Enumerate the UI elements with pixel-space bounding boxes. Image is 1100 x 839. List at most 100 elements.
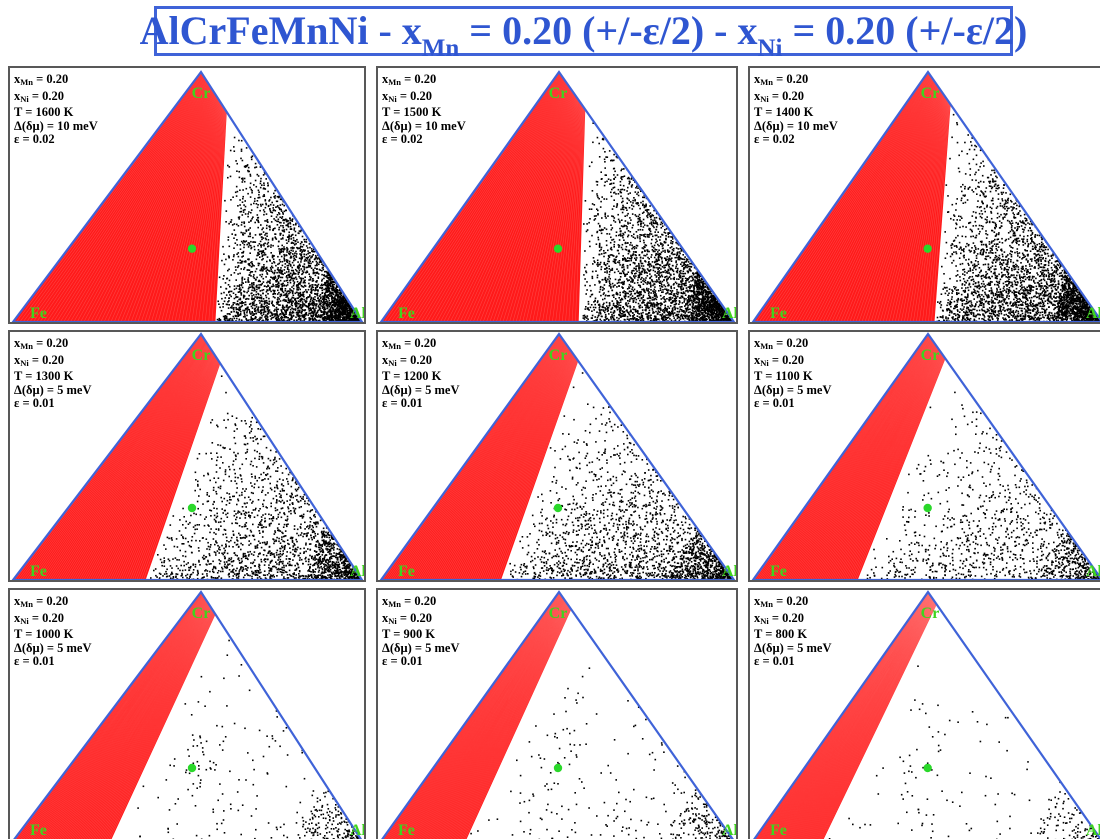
black-phase-points — [862, 391, 1100, 580]
corner-label-al: Al — [350, 563, 366, 580]
epsilon-label: ε = 0.01 — [14, 396, 55, 411]
corner-label-fe: Fe — [770, 822, 787, 839]
corner-label-al: Al — [1086, 563, 1100, 580]
ternary-plot — [11, 332, 364, 580]
red-phase-region — [13, 72, 227, 322]
corner-label-fe: Fe — [30, 563, 47, 580]
temperature-label: T = 1000 K — [14, 627, 74, 642]
ternary-plot — [751, 332, 1100, 580]
temperature-label: T = 900 K — [382, 627, 436, 642]
composition-point — [923, 503, 932, 513]
corner-label-cr: Cr — [548, 347, 568, 364]
composition-point — [187, 763, 197, 773]
ternary-panel-1000k: xMn = 0.20 xNi = 0.20 T = 1000 K Δ(δμ) =… — [8, 588, 366, 839]
chem-potential-label: Δ(δμ) = 5 meV — [754, 640, 832, 655]
panel-parameters: xMn = 0.20 xNi = 0.20 T = 1100 K Δ(δμ) =… — [754, 336, 832, 411]
panel-parameters: xMn = 0.20 xNi = 0.20 T = 1600 K Δ(δμ) =… — [14, 72, 98, 147]
black-phase-points — [470, 667, 733, 839]
panel-parameters: xMn = 0.20 xNi = 0.20 T = 1300 K Δ(δμ) =… — [14, 336, 92, 411]
temperature-label: T = 1500 K — [382, 105, 442, 120]
red-phase-region — [381, 72, 586, 322]
corner-label-fe: Fe — [30, 305, 47, 322]
black-phase-points — [216, 133, 362, 322]
epsilon-label: ε = 0.01 — [754, 654, 795, 669]
corner-label-cr: Cr — [191, 347, 211, 364]
panel-parameters: xMn = 0.20 xNi = 0.20 T = 1000 K Δ(δμ) =… — [14, 594, 92, 669]
black-phase-points — [508, 372, 734, 580]
composition-point — [923, 763, 932, 773]
composition-point — [923, 244, 932, 253]
corner-label-fe: Fe — [398, 305, 415, 322]
temperature-label: T = 1400 K — [754, 105, 814, 120]
temperature-label: T = 1200 K — [382, 369, 442, 384]
chem-potential-label: Δ(δμ) = 10 meV — [754, 118, 838, 133]
ternary-panel-1200k: xMn = 0.20 xNi = 0.20 T = 1200 K Δ(δμ) =… — [376, 330, 738, 582]
red-phase-region — [753, 592, 937, 839]
corner-label-cr: Cr — [920, 347, 940, 364]
ternary-plot — [753, 590, 1100, 839]
chem-potential-label: Δ(δμ) = 5 meV — [754, 382, 832, 397]
figure-title-box: AlCrFeMnNi - xMn = 0.20 (+/-ε/2) - xNi =… — [140, 6, 1027, 61]
ternary-panel-1600k: xMn = 0.20 xNi = 0.20 T = 1600 K Δ(δμ) =… — [8, 66, 366, 324]
epsilon-label: ε = 0.01 — [382, 396, 423, 411]
corner-label-al: Al — [722, 305, 738, 322]
corner-label-cr: Cr — [191, 605, 211, 622]
corner-label-cr: Cr — [920, 605, 940, 622]
red-phase-region — [753, 72, 951, 322]
red-phase-region — [381, 592, 572, 839]
corner-label-fe: Fe — [30, 822, 47, 839]
ternary-panel-900k: xMn = 0.20 xNi = 0.20 T = 900 K Δ(δμ) = … — [376, 588, 738, 839]
corner-label-cr: Cr — [920, 85, 940, 102]
epsilon-label: ε = 0.02 — [754, 132, 795, 147]
ternary-plot — [13, 590, 363, 839]
red-phase-region — [13, 334, 221, 580]
panel-parameters: xMn = 0.20 xNi = 0.20 T = 1400 K Δ(δμ) =… — [754, 72, 838, 147]
temperature-label: T = 1600 K — [14, 105, 74, 120]
panel-parameters: xMn = 0.20 xNi = 0.20 T = 900 K Δ(δμ) = … — [382, 594, 460, 669]
corner-label-al: Al — [350, 822, 366, 839]
chem-potential-label: Δ(δμ) = 10 meV — [382, 118, 466, 133]
composition-point — [187, 244, 197, 253]
ternary-panel-800k: xMn = 0.20 xNi = 0.20 T = 800 K Δ(δμ) = … — [748, 588, 1100, 839]
title-middle: = 0.20 (+/-ε/2) - x — [459, 8, 758, 53]
red-phase-region — [381, 334, 579, 580]
epsilon-label: ε = 0.02 — [382, 132, 423, 147]
ternary-plot — [379, 332, 736, 580]
ternary-plot — [11, 70, 364, 322]
ternary-panel-1100k: xMn = 0.20 xNi = 0.20 T = 1100 K Δ(δμ) =… — [748, 330, 1100, 582]
figure-title: AlCrFeMnNi - xMn = 0.20 (+/-ε/2) - xNi =… — [139, 8, 1028, 62]
chem-potential-label: Δ(δμ) = 5 meV — [382, 382, 460, 397]
composition-point — [553, 244, 563, 253]
black-phase-points — [828, 665, 1100, 839]
corner-label-al: Al — [1086, 305, 1100, 322]
corner-label-cr: Cr — [191, 85, 211, 102]
corner-label-fe: Fe — [770, 563, 787, 580]
ternary-panel-1300k: xMn = 0.20 xNi = 0.20 T = 1300 K Δ(δμ) =… — [8, 330, 366, 582]
chem-potential-label: Δ(δμ) = 10 meV — [14, 118, 98, 133]
temperature-label: T = 1300 K — [14, 369, 74, 384]
chem-potential-label: Δ(δμ) = 5 meV — [14, 382, 92, 397]
corner-label-al: Al — [722, 563, 738, 580]
panel-parameters: xMn = 0.20 xNi = 0.20 T = 800 K Δ(δμ) = … — [754, 594, 832, 669]
corner-label-fe: Fe — [398, 822, 415, 839]
corner-label-al: Al — [350, 305, 366, 322]
corner-label-al: Al — [1086, 822, 1100, 839]
panel-parameters: xMn = 0.20 xNi = 0.20 T = 1500 K Δ(δμ) =… — [382, 72, 466, 147]
ternary-plot — [379, 70, 736, 322]
chem-potential-label: Δ(δμ) = 5 meV — [382, 640, 460, 655]
composition-point — [553, 503, 563, 513]
temperature-label: T = 800 K — [754, 627, 808, 642]
title-subscript-mn: Mn — [421, 35, 460, 62]
ternary-panel-1500k: xMn = 0.20 xNi = 0.20 T = 1500 K Δ(δμ) =… — [376, 66, 738, 324]
corner-label-cr: Cr — [548, 85, 568, 102]
chem-potential-label: Δ(δμ) = 5 meV — [14, 640, 92, 655]
panel-parameters: xMn = 0.20 xNi = 0.20 T = 1200 K Δ(δμ) =… — [382, 336, 460, 411]
title-suffix: = 0.20 (+/-ε/2) — [782, 8, 1028, 53]
epsilon-label: ε = 0.01 — [14, 654, 55, 669]
epsilon-label: ε = 0.01 — [382, 654, 423, 669]
black-phase-points — [936, 113, 1100, 322]
title-prefix: AlCrFeMnNi - x — [139, 8, 422, 53]
ternary-panel-1400k: xMn = 0.20 xNi = 0.20 T = 1400 K Δ(δμ) =… — [748, 66, 1100, 324]
red-phase-region — [13, 592, 216, 839]
corner-label-fe: Fe — [398, 563, 415, 580]
